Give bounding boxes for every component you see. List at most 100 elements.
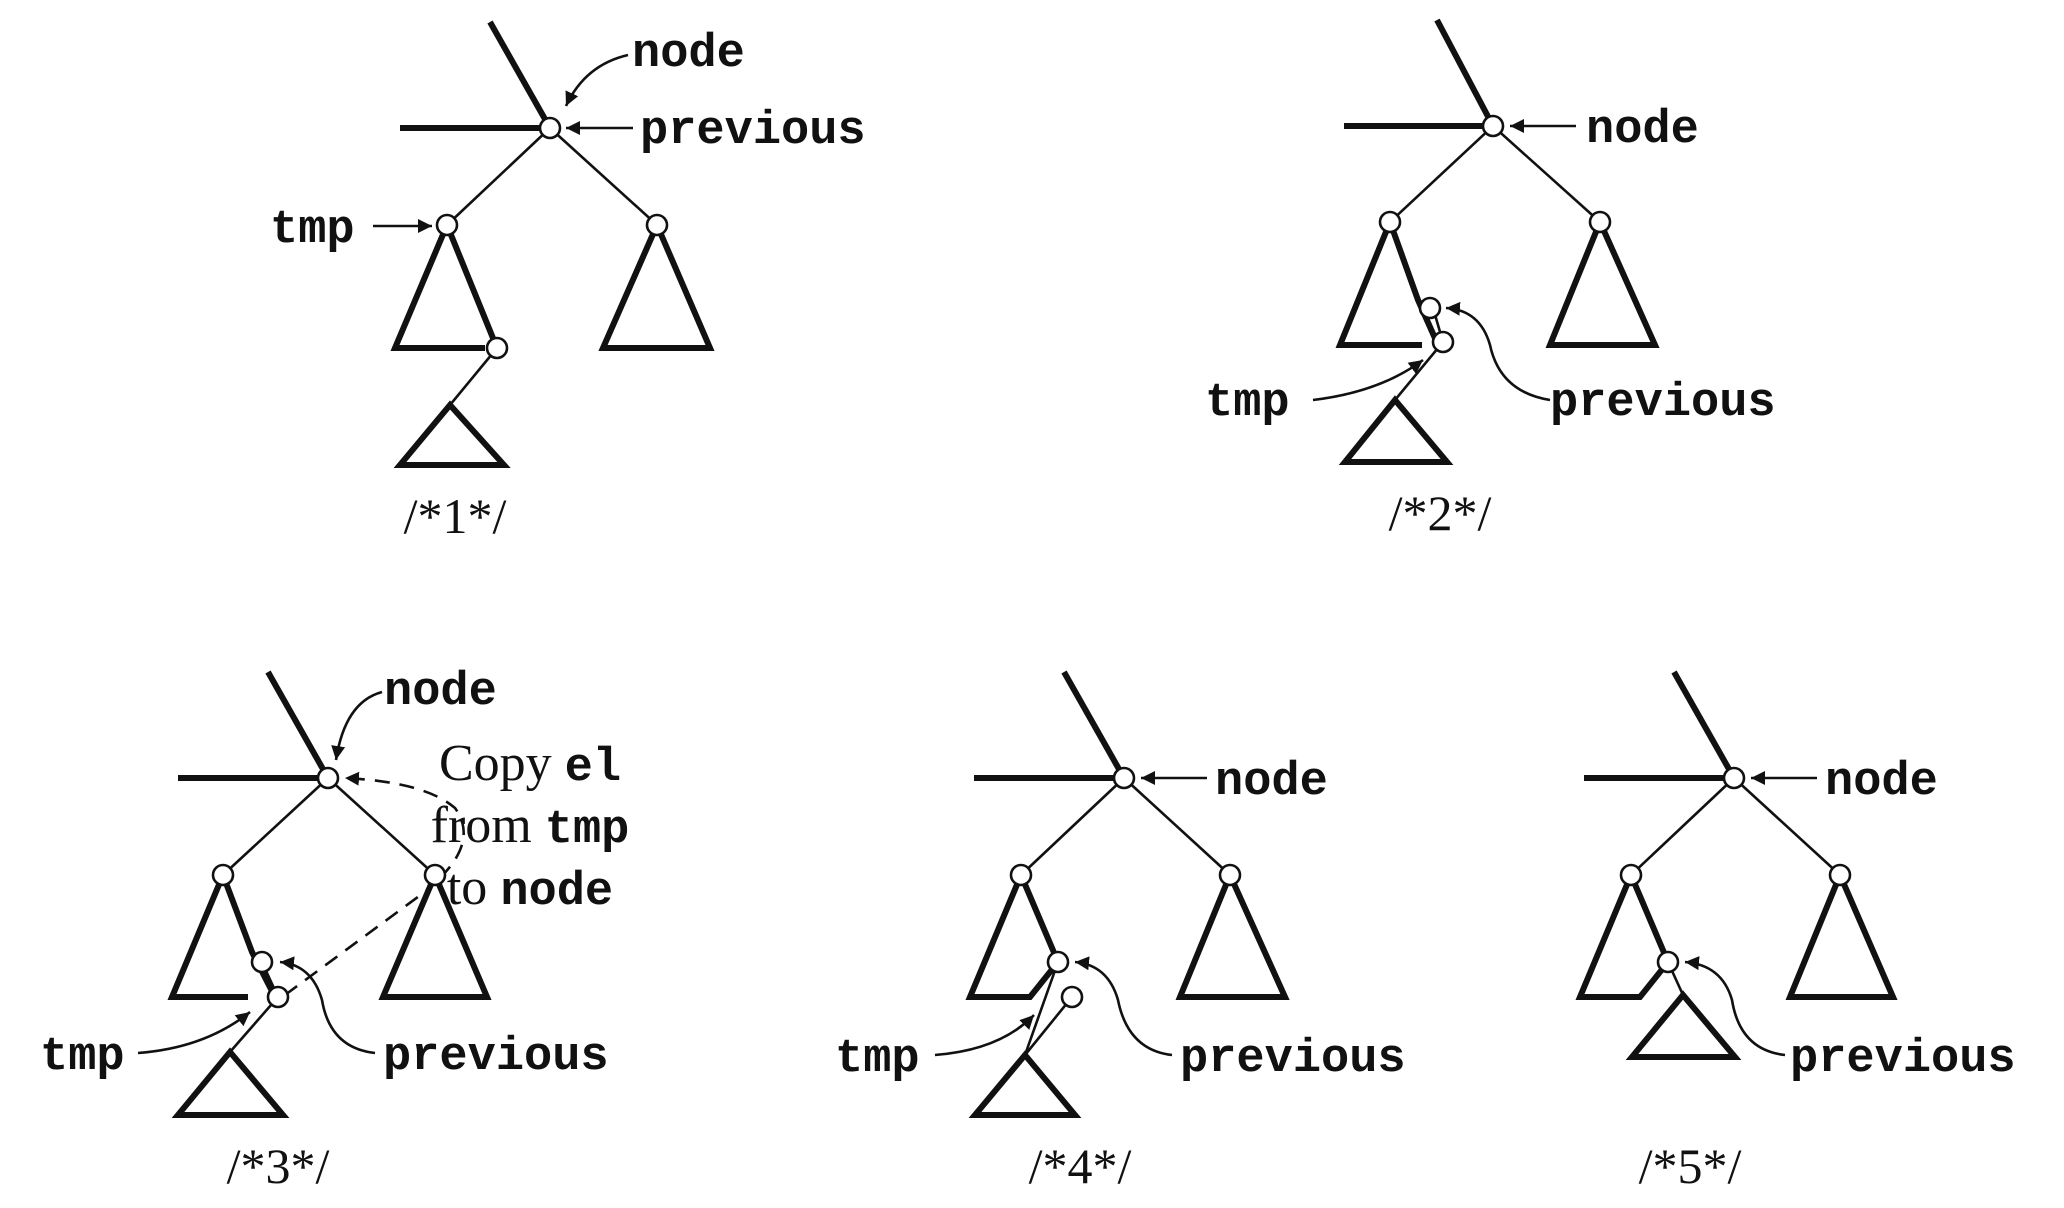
parent-edge-upper — [487, 20, 553, 130]
annotation-line-3: to node — [447, 859, 613, 919]
caption-2: /*2*/ — [1389, 485, 1492, 541]
copy-path-upper — [344, 771, 465, 879]
left-subtree-right-path — [1628, 873, 1671, 964]
previous-pointer-arrow — [1684, 956, 1786, 1057]
node-left-child — [1009, 863, 1033, 887]
left-subtree — [1575, 873, 1671, 1000]
panel-3: node tmp previous Copy el from tmp to no… — [40, 666, 629, 1194]
node-previous — [1656, 950, 1680, 974]
node-right-child — [645, 213, 669, 237]
label-previous: previous — [1550, 377, 1776, 430]
edge-left-child — [1630, 777, 1735, 876]
panel-2: node tmp previous /*2*/ — [1205, 18, 1776, 541]
left-subtree-right-path — [1018, 873, 1061, 964]
node-previous — [1046, 950, 1070, 974]
node-left-child — [435, 213, 459, 237]
node-root — [1112, 766, 1136, 790]
parent-edge-upper — [1671, 670, 1737, 780]
edge-left-child — [446, 127, 551, 226]
label-node: node — [384, 666, 497, 719]
parent-edge-upper — [1061, 670, 1127, 780]
tmp-pointer-arrow — [934, 1014, 1035, 1057]
parent-edge-upper — [1434, 18, 1496, 128]
tmp-pointer-arrow — [1312, 358, 1424, 402]
parent-edge-upper — [265, 670, 331, 780]
edge-previous-to-bottom-subtree — [1023, 961, 1060, 1056]
edge-tmp-to-bottom-subtree — [1023, 996, 1074, 1056]
left-subtree — [965, 873, 1061, 1000]
label-tmp: tmp — [835, 1033, 920, 1086]
edge-to-bottom-subtree — [448, 347, 499, 406]
annotation-line-1: Copy el — [439, 735, 621, 795]
right-subtree — [378, 867, 492, 1000]
label-tmp: tmp — [40, 1031, 125, 1084]
node-left-child — [211, 863, 235, 887]
label-tmp: tmp — [1205, 377, 1290, 430]
label-node: node — [1215, 756, 1328, 809]
edge-left-child — [1020, 777, 1125, 876]
bottom-subtree — [393, 400, 511, 468]
panel-5: node previous /*5*/ — [1575, 670, 2016, 1194]
edge-right-child — [1733, 777, 1841, 876]
node-root — [1722, 766, 1746, 790]
tmp-pointer-arrow — [137, 1010, 251, 1055]
label-previous: previous — [640, 105, 866, 158]
label-previous: previous — [1180, 1033, 1406, 1086]
label-tmp: tmp — [270, 204, 355, 257]
node-right-child — [423, 863, 447, 887]
node-tmp — [266, 985, 290, 1009]
bottom-subtree — [171, 1047, 290, 1118]
node-pointer-arrow — [564, 53, 629, 107]
left-subtree-right-path — [220, 873, 278, 999]
node-rightmost — [485, 336, 509, 360]
label-previous: previous — [383, 1031, 609, 1084]
node-root — [538, 116, 562, 140]
previous-pointer-arrow — [279, 956, 376, 1055]
bottom-subtree — [968, 1050, 1082, 1118]
node-right-child — [1588, 210, 1612, 234]
left-subtree-right-path — [1387, 220, 1441, 347]
node-right-child — [1828, 863, 1852, 887]
right-subtree — [1785, 867, 1898, 1000]
caption-4: /*4*/ — [1029, 1138, 1132, 1194]
edge-to-bottom-subtree — [229, 996, 279, 1053]
right-subtree — [598, 217, 715, 351]
panel-4: node tmp previous /*4*/ — [835, 670, 1406, 1194]
edge-right-child — [1492, 125, 1601, 223]
previous-pointer-arrow — [1074, 956, 1173, 1057]
panel-1: node previous tmp /*1*/ — [270, 20, 866, 544]
left-subtree — [167, 873, 248, 1000]
node-tmp-detached — [1060, 985, 1084, 1009]
node-previous — [250, 950, 274, 974]
left-subtree — [1335, 220, 1422, 348]
node-previous — [1418, 296, 1442, 320]
label-previous: previous — [1790, 1033, 2016, 1086]
node-tmp — [1431, 330, 1455, 354]
edge-left-child — [1389, 125, 1494, 223]
node-left-child — [1619, 863, 1643, 887]
left-subtree — [390, 223, 485, 351]
node-root — [1481, 114, 1505, 138]
previous-pointer-arrow — [1445, 301, 1551, 402]
node-left-child — [1378, 210, 1402, 234]
bottom-subtree — [1625, 990, 1742, 1060]
node-root — [316, 766, 340, 790]
edge-left-child — [222, 777, 329, 876]
node-right-child — [1218, 863, 1242, 887]
right-subtree — [1545, 214, 1660, 348]
label-node: node — [1586, 104, 1699, 157]
left-subtree-right-path — [444, 223, 500, 350]
node-pointer-arrow — [331, 690, 383, 761]
copy-annotation: Copy el from tmp to node — [431, 735, 630, 919]
bottom-subtree — [1338, 395, 1454, 465]
annotation-line-2: from tmp — [431, 797, 630, 857]
edge-right-child — [327, 777, 436, 876]
caption-1: /*1*/ — [404, 488, 507, 544]
right-subtree — [1175, 867, 1290, 1000]
label-node: node — [632, 28, 745, 81]
edge-right-child — [1123, 777, 1231, 876]
edge-right-child — [549, 127, 658, 226]
label-node: node — [1825, 756, 1938, 809]
